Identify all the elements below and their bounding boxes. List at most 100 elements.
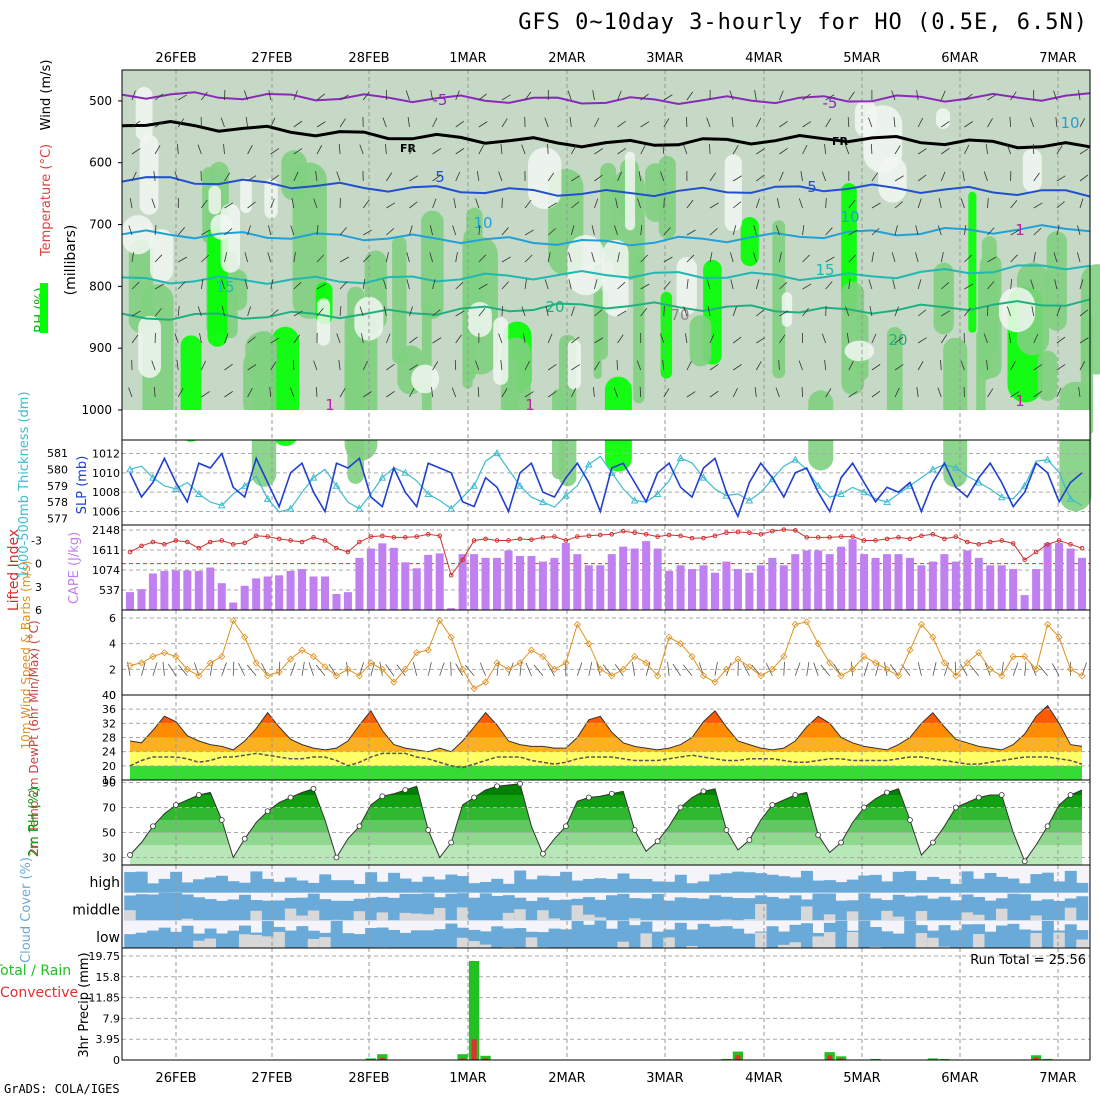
cloud-light-bar (537, 910, 550, 921)
wind-barb (779, 120, 788, 128)
wind-barb (316, 93, 326, 101)
cloud-light-bar (915, 911, 928, 921)
surface-wind-barb (932, 662, 937, 676)
wind-speed-marker (390, 678, 398, 686)
lifted-index-marker (930, 531, 936, 537)
wind-speed-marker (963, 659, 971, 667)
wind-barb (802, 254, 810, 263)
wind-barb (1056, 201, 1065, 209)
cloud-bar (284, 877, 297, 893)
cloud-bar (778, 898, 791, 921)
cloud-bar (181, 925, 194, 948)
wind-barb (868, 279, 873, 290)
surface-wind-barb (631, 661, 636, 676)
wind-barb (220, 117, 225, 128)
wind-barb (316, 145, 323, 155)
wind-barb (640, 283, 650, 290)
wind-barb (339, 118, 346, 128)
cloud-bar (399, 932, 412, 948)
surface-wind-barb (385, 664, 395, 676)
surface-wind-barb (479, 662, 486, 676)
wind-barb (362, 391, 372, 398)
cape-bar (332, 593, 341, 610)
cloud-bar (686, 898, 699, 921)
thickness-marker (447, 504, 455, 512)
temp-band-fill (146, 723, 1067, 738)
wind-barb (270, 117, 276, 128)
lifted-index-marker (196, 545, 202, 551)
lifted-index-marker (368, 534, 374, 539)
cape-bar (630, 548, 639, 610)
wind-barb (986, 360, 988, 371)
cloud-bar (135, 871, 148, 893)
wind-barb (663, 305, 665, 317)
wind-speed-marker (252, 659, 260, 667)
rh-band-fill (130, 845, 1082, 865)
cloud-light-bar (640, 933, 653, 948)
cloud-bar (732, 898, 745, 921)
thickness-marker (516, 481, 524, 489)
wind-barb (1078, 90, 1081, 101)
wind-speed-marker (608, 672, 616, 680)
cape-bar (665, 570, 674, 610)
lifted-index-marker (689, 535, 695, 541)
cloud-bar (1007, 878, 1020, 893)
wind-barb (686, 391, 696, 398)
wind-barb (684, 333, 688, 344)
date-label-top: 4MAR (745, 51, 782, 66)
cape-bar (286, 570, 295, 610)
wind-barb (455, 281, 464, 290)
wind-barb (1076, 252, 1081, 263)
wind-barb (131, 281, 140, 290)
wind-barb (547, 252, 551, 263)
wind-barb (455, 148, 465, 155)
wind-barb (639, 386, 642, 398)
wind-barb (1055, 117, 1058, 128)
wind-barb (524, 360, 530, 371)
cloud-bar (216, 900, 228, 921)
wind-barb (339, 227, 347, 236)
surface-wind-barb (152, 662, 158, 676)
lifted-index-marker (838, 534, 844, 539)
wind-speed-marker (493, 659, 501, 667)
cloud-bar (491, 926, 504, 948)
cape-bar (343, 592, 352, 610)
wind-barb (730, 252, 734, 263)
wind-speed-marker (160, 649, 168, 657)
pressure-tick-label: 700 (89, 218, 112, 232)
lifted-index-marker (620, 528, 626, 534)
rh-blob (281, 150, 307, 201)
wind-barb (848, 199, 856, 209)
cape-bar (882, 554, 892, 610)
li-tick-label: -3 (31, 534, 42, 547)
precip-total-bar (468, 961, 480, 1060)
wind-barb (1006, 144, 1012, 155)
cloud-light-bar (594, 917, 607, 921)
wind-barb (617, 334, 624, 344)
wind-barb (154, 308, 162, 317)
wind-speed-marker (367, 659, 375, 667)
rh-dry-blob (208, 185, 221, 215)
cloud-bar (342, 880, 355, 893)
wind-barb (224, 363, 233, 371)
cloud-bar (732, 928, 745, 948)
rh-blob (645, 163, 667, 222)
lifted-index-marker (276, 536, 282, 542)
cloud-bar (376, 881, 389, 893)
wind-barb (291, 198, 295, 209)
rh-blob (292, 162, 327, 319)
contour-label: 1 (1015, 221, 1025, 239)
li-tick-label: 3 (35, 581, 42, 594)
cloud-bar (170, 931, 183, 948)
wind-speed-marker (470, 685, 478, 693)
wind-barb (640, 144, 646, 155)
lifted-index-marker (896, 535, 901, 540)
wind-barb (432, 174, 441, 182)
cloud-bar (273, 900, 286, 921)
wind-barb (432, 117, 438, 128)
cape-bar (848, 539, 857, 610)
surface-wind-barb (238, 663, 246, 676)
lifted-index-marker (953, 534, 959, 539)
lifted-index-marker (185, 539, 190, 545)
wind-barb (154, 93, 164, 101)
